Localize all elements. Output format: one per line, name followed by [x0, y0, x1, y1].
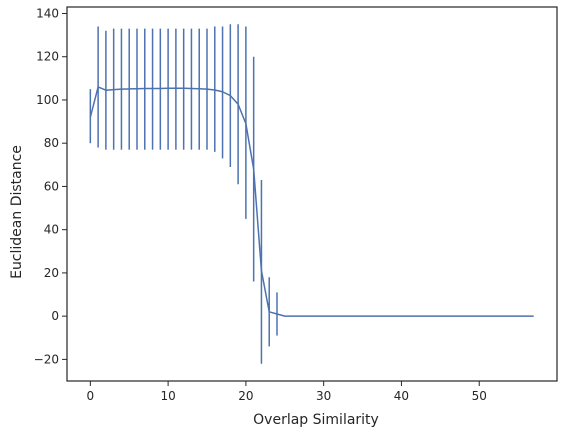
y-tick-label: 100 [36, 93, 59, 107]
y-tick-label: 20 [44, 266, 59, 280]
x-tick-label: 40 [394, 389, 409, 403]
x-axis-label: Overlap Similarity [253, 412, 379, 428]
x-tick-label: 30 [316, 389, 331, 403]
chart-marks [89, 24, 534, 364]
y-tick-label: −20 [34, 352, 59, 366]
chart-axes: 0 10 20 30 40 50 −20 0 20 40 60 80 100 120 140 [34, 6, 558, 403]
y-tick-label: 40 [44, 223, 59, 237]
y-tick-label: 60 [44, 179, 59, 193]
x-tick-label: 10 [160, 389, 175, 403]
y-axis-label: Euclidean Distance [9, 145, 25, 279]
x-tick-label: 50 [472, 389, 487, 403]
y-tick-label: 120 [36, 50, 59, 64]
y-tick-label: 140 [36, 6, 59, 20]
plot-frame [66, 6, 558, 382]
x-tick-label: 20 [238, 389, 253, 403]
y-tick-label: 0 [51, 309, 59, 323]
y-tick-label: 80 [44, 136, 59, 150]
series-line [89, 86, 534, 317]
x-tick-label: 0 [87, 389, 95, 403]
